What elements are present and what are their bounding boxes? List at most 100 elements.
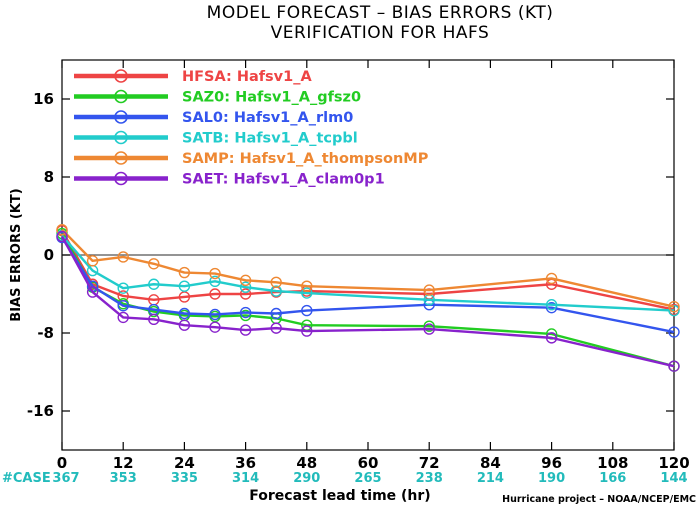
data-point xyxy=(239,274,252,287)
data-point xyxy=(117,251,129,263)
data-point xyxy=(239,288,252,300)
case-count: 314 xyxy=(232,471,259,486)
y-tick-label: -16 xyxy=(27,402,54,420)
x-tick-label: 108 xyxy=(597,454,628,472)
data-point xyxy=(423,284,435,296)
case-count: 367 xyxy=(52,471,79,486)
data-point xyxy=(270,276,282,288)
legend-entry: HFSA: Hafsv1_A xyxy=(74,69,312,85)
x-axis-label: Forecast lead time (hr) xyxy=(249,488,430,504)
legend-marker xyxy=(114,130,128,145)
data-point xyxy=(209,288,221,300)
legend-entry: SAZ0: Hafsv1_A_gfsz0 xyxy=(74,90,361,106)
data-point xyxy=(301,325,313,337)
series-line xyxy=(60,236,675,334)
data-point xyxy=(301,304,313,317)
data-point xyxy=(301,287,313,299)
data-point xyxy=(239,309,252,322)
legend-marker xyxy=(114,110,128,124)
data-point xyxy=(117,300,129,312)
x-tick-label: 96 xyxy=(541,454,562,472)
case-count: 238 xyxy=(416,471,443,486)
data-point xyxy=(178,307,191,320)
data-point xyxy=(209,321,221,333)
series-line xyxy=(60,230,675,311)
data-point xyxy=(423,320,435,332)
legend: HFSA: Hafsv1_A SAZ0: Hafsv1_A_gfsz0 SAL0: … xyxy=(74,69,429,188)
data-point xyxy=(668,326,680,338)
x-axis-ticks: 0 12 24 36 48 60 72 84 96 108 120 xyxy=(57,60,690,472)
y-tick-label: 16 xyxy=(33,90,54,108)
x-tick-label: 24 xyxy=(174,454,195,472)
data-point xyxy=(56,230,68,243)
case-count: 353 xyxy=(110,471,137,486)
series-line xyxy=(61,234,675,312)
data-point xyxy=(423,323,435,335)
legend-entry: SATB: Hafsv1_A_tcpbl xyxy=(74,131,358,147)
case-count: 214 xyxy=(477,471,504,486)
series-0 xyxy=(56,224,680,316)
legend-entry: SAMP: Hafsv1_A_thompsonMP xyxy=(74,151,429,167)
x-tick-label: 60 xyxy=(358,454,379,472)
legend-marker xyxy=(114,151,128,165)
series-4 xyxy=(56,223,680,313)
data-point xyxy=(239,306,252,319)
x-tick-label: 72 xyxy=(419,454,440,472)
case-count: 335 xyxy=(171,471,198,486)
legend-label: HFSA: Hafsv1_A xyxy=(182,69,312,85)
legend-marker xyxy=(114,89,128,104)
data-point xyxy=(148,313,160,326)
data-point xyxy=(86,286,99,298)
data-point xyxy=(239,324,252,336)
x-tick-label: 0 xyxy=(57,454,67,472)
case-count: 166 xyxy=(599,471,626,486)
series-line xyxy=(60,232,675,368)
data-point xyxy=(270,307,282,320)
data-point xyxy=(178,266,191,279)
y-axis-ticks: -16 -8 0 8 16 xyxy=(27,90,674,420)
data-point xyxy=(117,282,129,294)
data-point xyxy=(668,300,680,313)
series-layer xyxy=(56,223,680,372)
data-point xyxy=(545,301,558,314)
case-count: 265 xyxy=(354,471,381,486)
case-count: 290 xyxy=(293,471,320,486)
data-point xyxy=(178,280,191,292)
data-point xyxy=(117,311,129,324)
x-tick-label: 12 xyxy=(113,454,134,472)
data-point xyxy=(178,291,191,303)
data-point xyxy=(545,332,558,344)
legend-label: SAMP: Hafsv1_A_thompsonMP xyxy=(182,151,429,167)
legend-entry: SAL0: Hafsv1_A_rlm0 xyxy=(74,110,353,126)
x-tick-label: 84 xyxy=(480,454,501,472)
legend-entry: SAET: Hafsv1_A_clam0p1 xyxy=(74,172,385,188)
legend-label: SAET: Hafsv1_A_clam0p1 xyxy=(182,172,385,188)
chart-subtitle: VERIFICATION FOR HAFS xyxy=(271,23,490,43)
data-point xyxy=(209,267,221,280)
data-point xyxy=(301,280,313,292)
chart-title: MODEL FORECAST – BIAS ERRORS (KT) xyxy=(207,3,554,23)
footer-credit: Hurricane project – NOAA/NCEP/EMC xyxy=(502,494,696,505)
case-counts: 367 353 335 314 290 265 238 214 190 166 144 xyxy=(52,471,687,486)
legend-label: SATB: Hafsv1_A_tcpbl xyxy=(182,131,358,147)
data-point xyxy=(270,285,282,297)
legend-label: SAZ0: Hafsv1_A_gfsz0 xyxy=(182,90,361,106)
data-point xyxy=(209,275,221,288)
data-point xyxy=(56,223,68,236)
case-label: #CASE xyxy=(2,471,51,486)
y-tick-label: 0 xyxy=(44,246,54,264)
y-axis-label: BIAS ERRORS (KT) xyxy=(9,188,24,321)
x-tick-label: 48 xyxy=(296,454,317,472)
data-point xyxy=(148,278,160,290)
series-5 xyxy=(56,230,680,372)
series-line xyxy=(60,235,675,368)
case-count: 190 xyxy=(538,471,565,486)
legend-marker xyxy=(114,171,128,186)
y-tick-label: 8 xyxy=(44,168,54,186)
data-point xyxy=(86,255,99,267)
data-point xyxy=(545,272,558,285)
data-point xyxy=(668,360,680,372)
data-point xyxy=(545,299,558,311)
data-point xyxy=(148,258,160,270)
